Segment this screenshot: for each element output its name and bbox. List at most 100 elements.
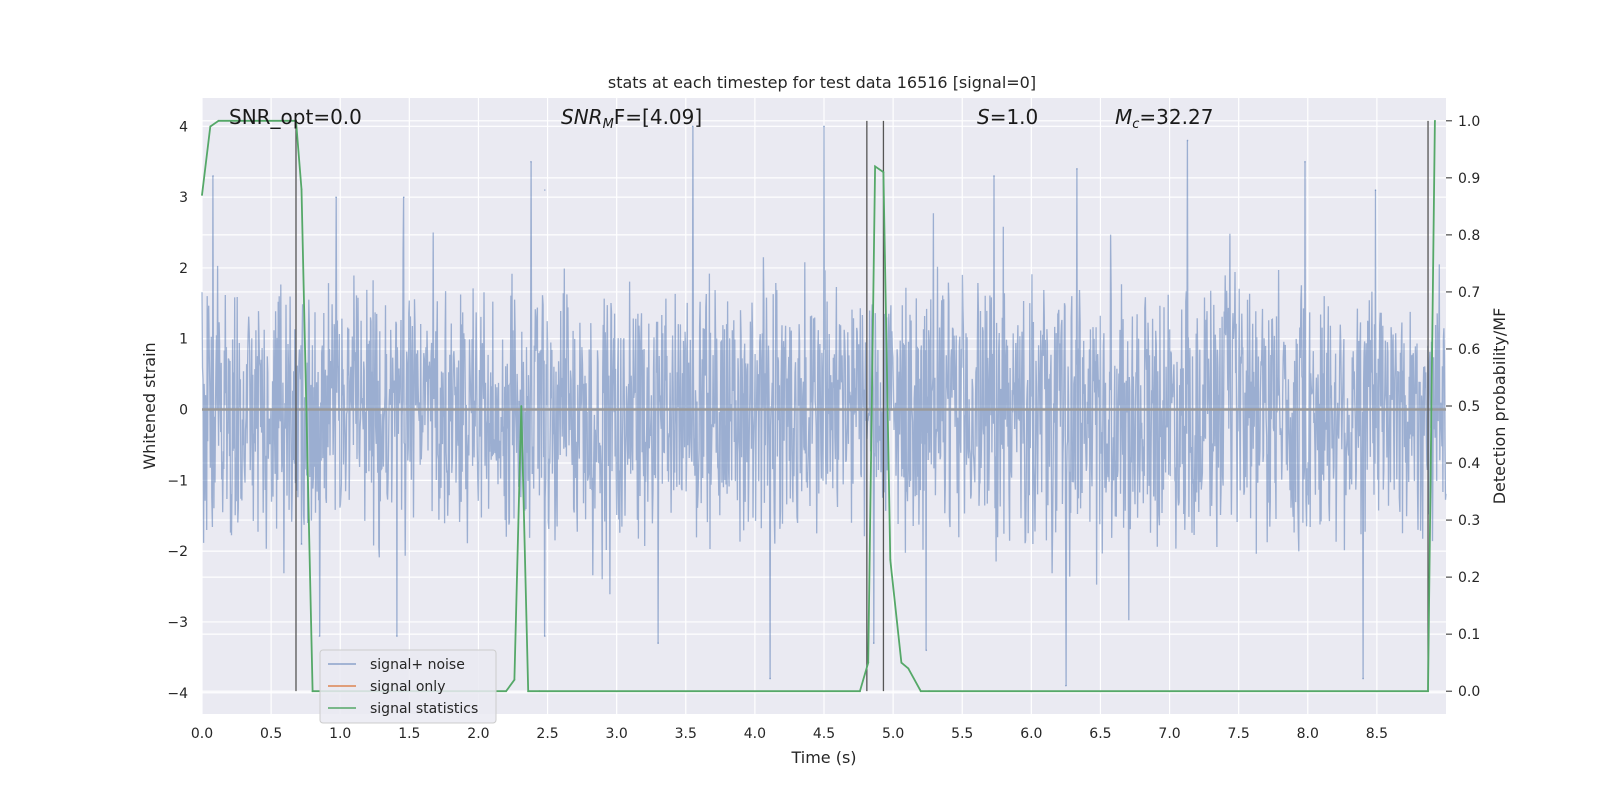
y-right-tick-label-8: 0.2 [1458, 570, 1480, 586]
x-tick-label-13: 6.5 [1089, 726, 1111, 742]
y-right-tick-label-0: 1.0 [1458, 114, 1480, 130]
x-tick-label-17: 8.5 [1366, 726, 1388, 742]
stats-point-17 [907, 667, 910, 670]
noise-peak-point-6 [823, 125, 825, 128]
y-left-tick-label-4: 0 [179, 403, 188, 419]
y-right-tick-label-5: 0.5 [1458, 399, 1480, 415]
x-tick-label-2: 1.0 [329, 726, 351, 742]
noise-peak-point-8 [1076, 168, 1078, 170]
annotation-mc: Mc=32.27 [1115, 105, 1213, 132]
legend-noise-label: signal+ noise [370, 657, 465, 673]
noise-peak-point-1 [335, 196, 337, 198]
y-right-tick-label-9: 0.1 [1458, 627, 1480, 643]
x-axis-label: Time (s) [790, 748, 856, 767]
noise-peak-point-12 [300, 543, 303, 545]
stats-point-19 [928, 690, 930, 693]
y-left-tick-label-8: −4 [167, 686, 188, 702]
chart-title: stats at each timestep for test data 165… [608, 73, 1036, 92]
x-tick-label-8: 4.0 [744, 726, 766, 742]
stats-line [201, 119, 1436, 693]
noise-peak-point-4 [543, 189, 546, 191]
annotation-mc-rest: =32.27 [1139, 105, 1213, 129]
stats-point-6 [505, 690, 507, 693]
stats-series [201, 119, 1436, 693]
annotation-snr-mf-sub: M [603, 117, 614, 132]
stats-point-12 [867, 661, 870, 664]
annotation-snr-opt: SNR_opt=0.0 [229, 105, 362, 129]
y-left-tick-label-3: 1 [179, 332, 188, 348]
stats-point-9 [527, 690, 530, 693]
noise-peak-point-13 [318, 635, 321, 637]
y-axis-right-label: Detection probability/MF [1490, 308, 1509, 505]
noise-peak-point-7 [993, 175, 995, 177]
y-axis-right-ticks: 1.0 0.9 0.8 0.7 0.6 0.5 0.4 0.3 0.2 0.1 0.0 [1446, 114, 1480, 700]
noise-peak-point-9 [1186, 139, 1189, 142]
noise-peak-point-0 [212, 175, 214, 177]
y-left-tick-label-6: −2 [167, 544, 188, 560]
stats-point-13 [874, 165, 877, 168]
noise-peak-point-16 [657, 642, 659, 644]
stats-point-10 [538, 690, 541, 693]
x-tick-label-3: 1.5 [398, 726, 420, 742]
noise-peak-point-14 [396, 635, 398, 637]
noise-peak-point-11 [1374, 189, 1377, 191]
noise-peak-point-21 [1362, 677, 1364, 680]
stats-point-0 [201, 194, 203, 196]
noise-peak-point-10 [1304, 160, 1306, 163]
x-tick-label-0: 0.0 [191, 726, 213, 742]
x-axis-ticks: 0.0 0.5 1.0 1.5 2.0 2.5 3.0 3.5 4.0 4.5 5.0 5.5 6.0 6… [191, 726, 1388, 742]
y-left-tick-label-5: −1 [167, 473, 188, 489]
y-right-tick-label-6: 0.4 [1458, 456, 1480, 472]
stats-point-20 [1427, 690, 1429, 693]
noise-peak-point-19 [925, 649, 928, 652]
annotation-snr-mf-rest: F=[4.09] [614, 105, 702, 129]
stats-point-7 [513, 678, 516, 681]
x-tick-label-11: 5.5 [951, 726, 973, 742]
stats-point-3 [295, 119, 297, 122]
annotation-s-rest: =1.0 [990, 105, 1039, 129]
y-right-tick-label-4: 0.6 [1458, 342, 1480, 358]
x-tick-label-14: 7.0 [1158, 726, 1180, 742]
y-left-tick-label-7: −3 [167, 615, 188, 631]
y-axis-left-label: Whitened strain [140, 342, 159, 469]
legend-box [319, 649, 497, 724]
y-right-tick-label-10: 0.0 [1458, 684, 1480, 700]
y-right-tick-label-1: 0.9 [1458, 171, 1480, 187]
x-tick-label-12: 6.0 [1020, 726, 1042, 742]
x-tick-label-16: 8.0 [1297, 726, 1319, 742]
stats-point-11 [859, 690, 861, 693]
x-tick-label-1: 0.5 [260, 726, 282, 742]
stats-point-8 [520, 405, 523, 407]
y-left-tick-label-2: 2 [179, 261, 188, 277]
noise-peak-point-20 [1065, 684, 1067, 687]
stats-point-16 [900, 661, 903, 664]
stats-point-14 [882, 171, 885, 174]
annotation-s-symbol: S [977, 105, 990, 129]
noise-series [201, 125, 1447, 687]
legend-signal-label: signal only [370, 679, 445, 695]
stats-point-1 [209, 125, 212, 128]
annotation-mc-symbol: M [1115, 105, 1132, 129]
legend: signal+ noise signal only signal statist… [319, 649, 497, 724]
x-tick-label-15: 7.5 [1228, 726, 1250, 742]
y-right-tick-label-3: 0.7 [1458, 285, 1480, 301]
noise-peak-point-3 [530, 160, 532, 163]
noise-peak-point-17 [769, 677, 771, 680]
y-right-tick-label-2: 0.8 [1458, 228, 1480, 244]
x-tick-label-5: 2.5 [536, 726, 558, 742]
x-tick-label-7: 3.5 [675, 726, 697, 742]
x-tick-label-10: 5.0 [882, 726, 904, 742]
noise-peak-point-15 [543, 635, 546, 637]
noise-peak-point-2 [403, 196, 405, 198]
annotation-snr-mf-symbol: SNR [561, 105, 603, 129]
legend-stats-label: signal statistics [370, 701, 478, 717]
stats-point-5 [311, 690, 314, 693]
annotation-mc-sub: c [1132, 117, 1139, 132]
x-tick-label-4: 2.0 [467, 726, 489, 742]
y-right-tick-label-7: 0.3 [1458, 513, 1480, 529]
stats-point-2 [217, 119, 220, 122]
noise-peak-point-5 [691, 125, 694, 128]
stats-point-15 [889, 559, 892, 561]
x-tick-label-9: 4.5 [813, 726, 835, 742]
